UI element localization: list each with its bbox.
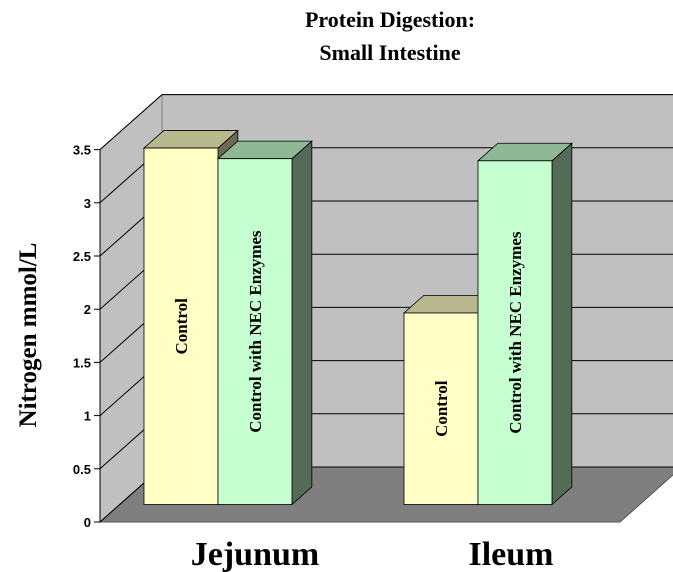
bar-side [551, 142, 573, 506]
bar-front [477, 160, 553, 505]
x-category-jejunum: Jejunum [191, 536, 319, 572]
bar-series-label: Control [432, 380, 451, 437]
y-axis-label: Nitrogen mmol/L [15, 243, 42, 428]
y-tick-label: 1 [84, 409, 91, 424]
y-tick-label: 0 [84, 515, 91, 530]
bars: Control Control with NEC Enzymes Control Co… [142, 129, 573, 506]
y-tick-label: 2 [84, 302, 91, 317]
y-tick-label: 1.5 [73, 355, 91, 370]
bar-series-label: Control [172, 298, 191, 355]
bar-series-label: Control with NEC Enzymes [506, 231, 525, 434]
y-tick-label: 3 [84, 196, 91, 211]
chart-subtitle: Small Intestine [319, 40, 460, 65]
bar-series-label: Control with NEC Enzymes [246, 230, 265, 433]
bar-front [143, 147, 219, 505]
bar: Control with NEC Enzymes [476, 142, 573, 506]
x-category-ileum: Ileum [469, 536, 554, 572]
y-tick-label: 0.5 [73, 462, 91, 477]
bar-front [403, 312, 479, 505]
gridline [99, 94, 673, 150]
bar: Control with NEC Enzymes [216, 140, 313, 506]
chart-title: Protein Digestion: [305, 7, 475, 32]
y-tick-label: 3.5 [73, 143, 91, 158]
bar-front [217, 158, 293, 505]
bar-side [291, 140, 313, 506]
y-tick-label: 2.5 [73, 249, 91, 264]
y-tick-labels: 0 0.5 1 1.5 2 2.5 3 3.5 [73, 143, 91, 530]
